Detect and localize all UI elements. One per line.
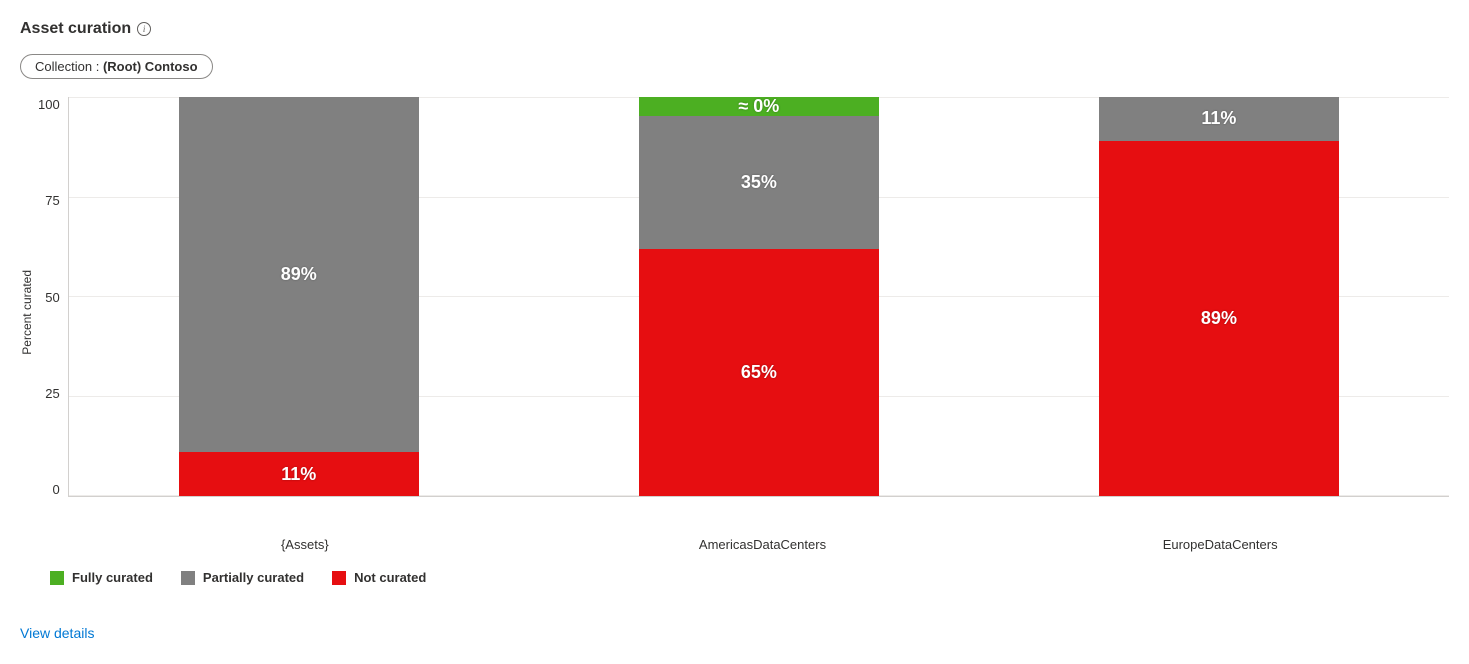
y-tick: 0 bbox=[52, 482, 59, 497]
bar-segment-partial[interactable]: 89% bbox=[179, 97, 419, 452]
legend: Fully curated Partially curated Not curate… bbox=[50, 570, 1449, 585]
bars-container: 89%11%≈ 0%35%65%11%89% bbox=[69, 97, 1449, 496]
x-axis-labels: {Assets} AmericasDataCenters EuropeDataCen… bbox=[76, 527, 1449, 552]
view-details-link[interactable]: View details bbox=[20, 625, 94, 641]
bar-segment-not[interactable]: 11% bbox=[179, 452, 419, 496]
plot-area: 89%11%≈ 0%35%65%11%89% bbox=[68, 97, 1449, 497]
legend-label: Fully curated bbox=[72, 570, 153, 585]
bar-segment-not[interactable]: 89% bbox=[1099, 141, 1339, 496]
info-icon[interactable]: i bbox=[137, 22, 151, 36]
y-tick: 75 bbox=[45, 193, 59, 208]
legend-item[interactable]: Not curated bbox=[332, 570, 426, 585]
collection-filter-pill[interactable]: Collection : (Root) Contoso bbox=[20, 54, 213, 79]
chart-header: Asset curation i bbox=[20, 20, 1449, 38]
x-axis-label: EuropeDataCenters bbox=[1100, 537, 1340, 552]
legend-swatch bbox=[50, 571, 64, 585]
legend-label: Partially curated bbox=[203, 570, 304, 585]
chart-area: Percent curated 1007550250 89%11%≈ 0%35%… bbox=[20, 97, 1449, 527]
bar-segment-not[interactable]: 65% bbox=[639, 249, 879, 496]
x-axis-label: AmericasDataCenters bbox=[642, 537, 882, 552]
bar-segment-fully[interactable]: ≈ 0% bbox=[639, 97, 879, 116]
y-tick: 50 bbox=[45, 290, 59, 305]
legend-item[interactable]: Partially curated bbox=[181, 570, 304, 585]
bar-segment-partial[interactable]: 35% bbox=[639, 116, 879, 249]
y-tick: 25 bbox=[45, 386, 59, 401]
legend-swatch bbox=[181, 571, 195, 585]
legend-swatch bbox=[332, 571, 346, 585]
x-axis: {Assets} AmericasDataCenters EuropeDataCen… bbox=[76, 527, 1449, 552]
legend-item[interactable]: Fully curated bbox=[50, 570, 153, 585]
x-axis-label: {Assets} bbox=[185, 537, 425, 552]
filter-label: Collection : bbox=[35, 59, 99, 74]
y-axis-title: Percent curated bbox=[20, 270, 34, 355]
filter-value: (Root) Contoso bbox=[103, 59, 198, 74]
bar-group[interactable]: 11%89% bbox=[1099, 97, 1339, 496]
bar-group[interactable]: ≈ 0%35%65% bbox=[639, 97, 879, 496]
bar-segment-partial[interactable]: 11% bbox=[1099, 97, 1339, 141]
y-tick: 100 bbox=[38, 97, 60, 112]
y-axis-ticks: 100 75 50 25 0 bbox=[38, 97, 68, 497]
chart-title: Asset curation bbox=[20, 20, 131, 38]
bar-group[interactable]: 89%11% bbox=[179, 97, 419, 496]
legend-label: Not curated bbox=[354, 570, 426, 585]
